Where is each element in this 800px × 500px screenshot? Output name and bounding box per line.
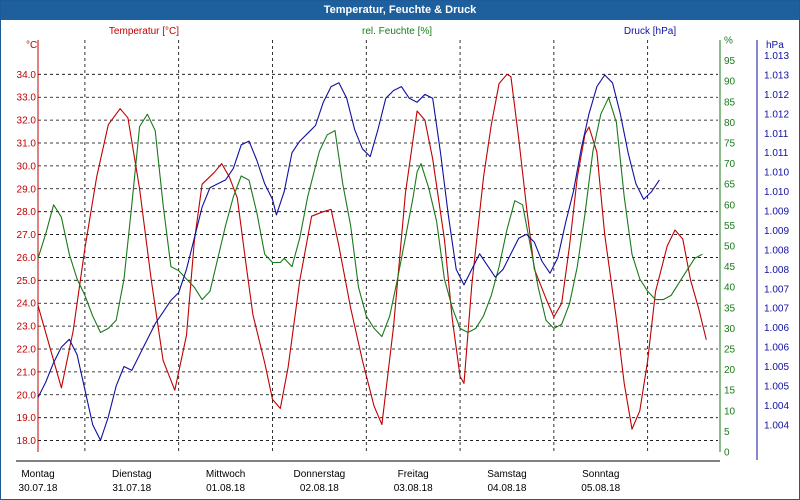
chart-grid bbox=[38, 40, 718, 452]
humidity-tick-label: 85 bbox=[724, 97, 736, 108]
legend-pressure: Druck [hPa] bbox=[624, 26, 676, 37]
temp-tick-label: 31.0 bbox=[17, 139, 37, 150]
day-label: Samstag bbox=[487, 469, 526, 480]
humidity-tick-label: 90 bbox=[724, 77, 736, 88]
humidity-tick-label: 80 bbox=[724, 118, 736, 129]
legend-humidity: rel. Feuchte [%] bbox=[362, 26, 432, 37]
pressure-tick-label: 1.010 bbox=[764, 168, 789, 179]
pressure-tick-label: 1.006 bbox=[764, 323, 789, 334]
temp-tick-label: 21.0 bbox=[17, 367, 37, 378]
humidity-tick-label: 65 bbox=[724, 180, 736, 191]
humidity-tick-label: 15 bbox=[724, 386, 736, 397]
pressure-tick-label: 1.008 bbox=[764, 265, 789, 276]
day-label: Dienstag bbox=[112, 469, 151, 480]
pressure-tick-label: 1.011 bbox=[764, 148, 789, 159]
pressure-tick-label: 1.012 bbox=[764, 90, 789, 101]
temp-tick-label: 24.0 bbox=[17, 299, 37, 310]
temp-tick-label: 25.0 bbox=[17, 276, 37, 287]
humidity-tick-label: 75 bbox=[724, 139, 736, 150]
date-label: 01.08.18 bbox=[206, 483, 245, 494]
day-label: Freitag bbox=[398, 469, 429, 480]
date-label: 05.08.18 bbox=[581, 483, 620, 494]
date-label: 04.08.18 bbox=[487, 483, 526, 494]
temp-tick-label: 23.0 bbox=[17, 322, 37, 333]
humidity-tick-label: 30 bbox=[724, 324, 736, 335]
pressure-line bbox=[37, 74, 660, 441]
chart-labels: Temperatur [°C] rel. Feuchte [%] Druck [… bbox=[26, 26, 784, 51]
temp-tick-label: 20.0 bbox=[17, 390, 37, 401]
temp-tick-label: 19.0 bbox=[17, 413, 37, 424]
pressure-tick-label: 1.009 bbox=[764, 226, 789, 237]
humidity-line bbox=[37, 97, 703, 338]
temp-tick-label: 18.0 bbox=[17, 436, 37, 447]
left-axis-unit: °C bbox=[26, 40, 37, 51]
humidity-tick-label: 50 bbox=[724, 242, 736, 253]
date-label: 02.08.18 bbox=[300, 483, 339, 494]
window-title: Temperatur, Feuchte & Druck bbox=[1, 1, 799, 20]
humidity-tick-label: 10 bbox=[724, 406, 736, 417]
pressure-tick-label: 1.007 bbox=[764, 284, 789, 295]
pressure-tick-label: 1.012 bbox=[764, 109, 789, 120]
day-label: Sonntag bbox=[582, 469, 619, 480]
humidity-tick-label: % bbox=[724, 36, 733, 47]
temperature-line bbox=[37, 73, 707, 430]
temp-tick-label: 28.0 bbox=[17, 207, 37, 218]
humidity-tick-label: 35 bbox=[724, 303, 736, 314]
temp-tick-label: 22.0 bbox=[17, 345, 37, 356]
temp-tick-label: 29.0 bbox=[17, 184, 37, 195]
chart-axes: 18.0 19.0 20.0 21.0 22.0 23.0 24.0 25.0 26.0 27.0… bbox=[16, 36, 789, 494]
pressure-tick-label: 1.007 bbox=[764, 304, 789, 315]
pressure-tick-label: 1.004 bbox=[764, 420, 789, 431]
temp-tick-label: 33.0 bbox=[17, 93, 37, 104]
right-axis-unit: hPa bbox=[766, 40, 784, 51]
temp-tick-label: 30.0 bbox=[17, 161, 37, 172]
humidity-tick-label: 70 bbox=[724, 159, 736, 170]
pressure-tick-label: 1.008 bbox=[764, 245, 789, 256]
legend-temperature: Temperatur [°C] bbox=[109, 26, 179, 37]
humidity-tick-label: 95 bbox=[724, 56, 736, 67]
pressure-tick-label: 1.009 bbox=[764, 207, 789, 218]
day-label: Montag bbox=[21, 469, 54, 480]
pressure-tick-label: 1.013 bbox=[764, 70, 789, 81]
temp-tick-label: 32.0 bbox=[17, 116, 37, 127]
pressure-tick-label: 1.004 bbox=[764, 401, 789, 412]
humidity-tick-label: 0 bbox=[724, 448, 730, 459]
chart-series bbox=[37, 73, 707, 441]
humidity-tick-label: 40 bbox=[724, 283, 736, 294]
pressure-tick-label: 1.005 bbox=[764, 362, 789, 373]
humidity-tick-label: 5 bbox=[724, 427, 730, 438]
date-label: 30.07.18 bbox=[19, 483, 58, 494]
humidity-tick-label: 60 bbox=[724, 200, 736, 211]
date-label: 03.08.18 bbox=[394, 483, 433, 494]
pressure-tick-label: 1.010 bbox=[764, 187, 789, 198]
pressure-tick-label: 1.011 bbox=[764, 129, 789, 140]
date-label: 31.07.18 bbox=[112, 483, 151, 494]
pressure-tick-label: 1.005 bbox=[764, 381, 789, 392]
humidity-tick-label: 55 bbox=[724, 221, 736, 232]
day-label: Mittwoch bbox=[206, 469, 245, 480]
pressure-tick-label: 1.013 bbox=[764, 51, 789, 62]
day-label: Donnerstag bbox=[294, 469, 346, 480]
humidity-tick-label: 20 bbox=[724, 365, 736, 376]
humidity-tick-label: 45 bbox=[724, 262, 736, 273]
temp-tick-label: 34.0 bbox=[17, 70, 37, 81]
humidity-tick-label: 25 bbox=[724, 345, 736, 356]
pressure-tick-label: 1.006 bbox=[764, 343, 789, 354]
temp-tick-label: 26.0 bbox=[17, 253, 37, 264]
temp-tick-label: 27.0 bbox=[17, 230, 37, 241]
